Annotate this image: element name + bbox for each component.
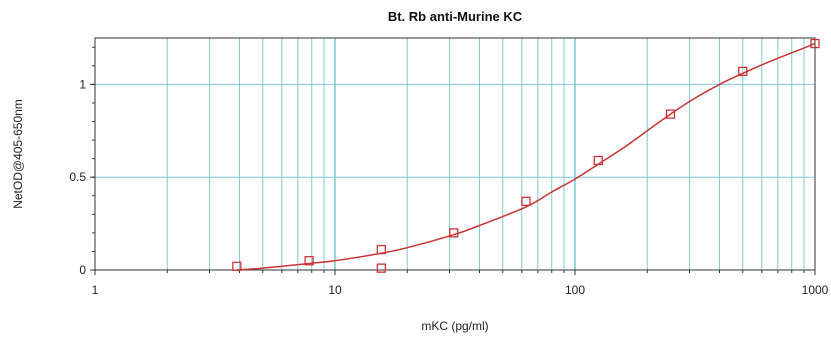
data-point <box>376 263 386 273</box>
data-point <box>810 38 820 49</box>
y-tick-label: 0.5 <box>69 170 86 184</box>
y-tick-label: 1 <box>79 77 86 91</box>
data-point <box>449 228 459 238</box>
y-tick-label: 0 <box>79 263 86 277</box>
x-axis-ticks: 1 10 100 1000 <box>92 270 829 297</box>
data-point <box>232 261 242 271</box>
data-points <box>232 38 820 273</box>
data-point <box>521 196 531 206</box>
fitted-curve <box>236 42 816 271</box>
x-tick-label: 1 <box>92 283 99 297</box>
y-axis-label: NetOD@405-650nm <box>11 99 25 209</box>
x-tick-label: 100 <box>565 283 585 297</box>
x-axis-label: mKC (pg/ml) <box>421 319 488 333</box>
data-point <box>665 109 676 119</box>
y-axis-ticks: 00.51 <box>69 46 95 277</box>
x-tick-label: 1000 <box>802 283 829 297</box>
data-point <box>376 244 386 255</box>
plot-area <box>94 37 816 271</box>
grid-lines <box>95 38 815 270</box>
chart-title: Bt. Rb anti-Murine KC <box>388 9 523 24</box>
data-point <box>304 256 314 266</box>
data-point <box>738 66 748 77</box>
data-point <box>593 155 603 166</box>
x-tick-label: 10 <box>328 283 342 297</box>
